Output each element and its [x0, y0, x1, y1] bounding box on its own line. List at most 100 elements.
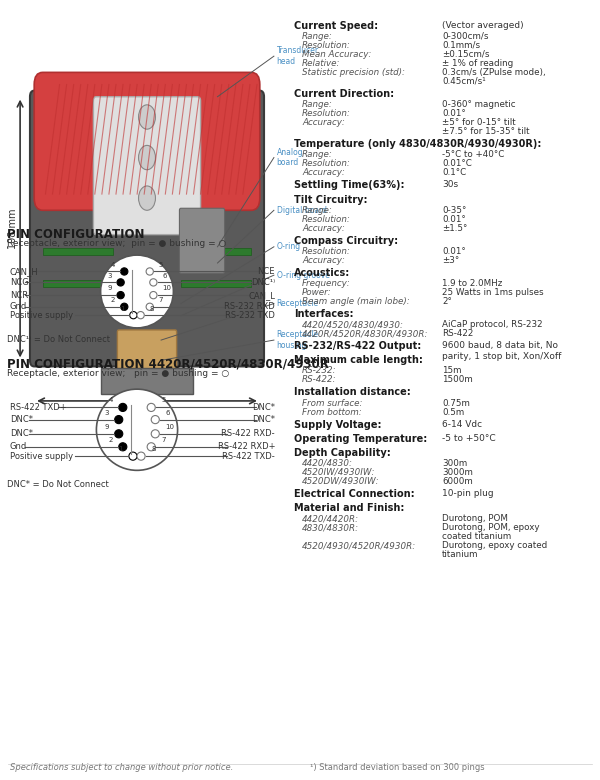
Text: RS-232 TXD: RS-232 TXD — [225, 310, 275, 320]
Text: ±5° for 0-15° tilt: ±5° for 0-15° tilt — [442, 118, 515, 127]
Text: Receptacle, exterior view;  pin = ● bushing = ○: Receptacle, exterior view; pin = ● bushi… — [7, 239, 226, 248]
Text: (Vector averaged): (Vector averaged) — [442, 20, 524, 30]
Text: Receptacle: Receptacle — [277, 299, 319, 308]
Text: ¹) Standard deviation based on 300 pings: ¹) Standard deviation based on 300 pings — [310, 763, 485, 772]
Text: NCE: NCE — [257, 267, 275, 276]
Text: Positive supply: Positive supply — [10, 452, 73, 461]
Text: 0.1mm/s: 0.1mm/s — [442, 41, 480, 50]
Text: 4: 4 — [108, 397, 113, 403]
Text: titanium: titanium — [442, 551, 479, 559]
Circle shape — [115, 430, 123, 438]
Text: From bottom:: From bottom: — [302, 408, 362, 417]
Text: PIN CONFIGURATION 4420R/4520R/4830R/4930R: PIN CONFIGURATION 4420R/4520R/4830R/4930… — [7, 358, 329, 371]
Text: 2: 2 — [108, 437, 113, 443]
Text: 8: 8 — [150, 306, 154, 311]
FancyBboxPatch shape — [94, 97, 200, 235]
Text: Durotong, POM, epoxy: Durotong, POM, epoxy — [442, 523, 539, 532]
Text: RS-422: RS-422 — [442, 329, 473, 339]
Text: 0-35°: 0-35° — [442, 206, 466, 215]
Circle shape — [121, 268, 128, 275]
Text: From surface:: From surface: — [302, 399, 362, 407]
Text: 3: 3 — [104, 410, 109, 416]
Text: RS-232:: RS-232: — [302, 367, 337, 375]
Text: ±7.5° for 15-35° tilt: ±7.5° for 15-35° tilt — [442, 127, 530, 136]
Text: 30s: 30s — [442, 180, 458, 190]
Circle shape — [119, 403, 127, 412]
Text: Temperature (only 4830/4830R/4930/4930R):: Temperature (only 4830/4830R/4930/4930R)… — [294, 139, 541, 149]
Text: 10: 10 — [166, 424, 175, 430]
Text: 5: 5 — [159, 262, 163, 268]
Text: Resolution:: Resolution: — [302, 159, 351, 168]
Text: Compass Circuitry:: Compass Circuitry: — [294, 236, 398, 246]
Text: Statistic precision (std):: Statistic precision (std): — [302, 68, 405, 77]
Text: Positive supply: Positive supply — [10, 310, 73, 320]
Text: 6: 6 — [166, 410, 170, 416]
Text: PIN CONFIGURATION: PIN CONFIGURATION — [7, 228, 145, 241]
Text: 4420/4830:: 4420/4830: — [302, 459, 353, 468]
Text: Gnd: Gnd — [10, 442, 27, 452]
Circle shape — [119, 443, 127, 451]
Text: DNC*: DNC* — [252, 415, 275, 424]
Text: Durotong, epoxy coated: Durotong, epoxy coated — [442, 541, 547, 550]
Text: 4420/4520/4830/4930:: 4420/4520/4830/4930: — [302, 320, 404, 329]
Circle shape — [151, 430, 160, 438]
FancyBboxPatch shape — [179, 208, 224, 273]
Text: Current Direction:: Current Direction: — [294, 89, 394, 99]
Text: Transducer
head: Transducer head — [277, 47, 319, 66]
Text: coated titanium: coated titanium — [442, 532, 511, 541]
Text: 3: 3 — [107, 273, 112, 278]
Text: Resolution:: Resolution: — [302, 41, 351, 50]
Text: Settling Time(63%):: Settling Time(63%): — [294, 180, 404, 190]
Text: RS-232 RXD: RS-232 RXD — [224, 303, 275, 311]
Text: -5 to +50°C: -5 to +50°C — [442, 434, 496, 443]
Text: Mean Accuracy:: Mean Accuracy: — [302, 50, 371, 58]
Text: Material and Finish:: Material and Finish: — [294, 503, 404, 513]
Bar — [181, 247, 251, 255]
Text: O-ring: O-ring — [277, 243, 301, 251]
Circle shape — [146, 303, 154, 310]
Text: 0.45cm/s¹: 0.45cm/s¹ — [442, 77, 486, 86]
Text: 10: 10 — [163, 285, 172, 292]
Text: Range:: Range: — [302, 100, 333, 109]
FancyBboxPatch shape — [118, 330, 176, 383]
Circle shape — [117, 292, 124, 299]
Text: Frequency:: Frequency: — [302, 279, 351, 288]
Text: Receptacle, exterior view;   pin = ● bushing = ○: Receptacle, exterior view; pin = ● bushi… — [7, 369, 229, 378]
Circle shape — [139, 145, 155, 170]
Text: Accuracy:: Accuracy: — [302, 256, 345, 265]
Circle shape — [139, 105, 155, 129]
Text: Resolution:: Resolution: — [302, 215, 351, 224]
Circle shape — [130, 311, 137, 319]
Text: 1: 1 — [120, 306, 124, 311]
Text: Supply Voltage:: Supply Voltage: — [294, 420, 382, 430]
Circle shape — [146, 268, 154, 275]
Text: AiCaP protocol, RS-232: AiCaP protocol, RS-232 — [442, 320, 542, 329]
Circle shape — [137, 452, 145, 460]
Text: O-ring groove: O-ring groove — [277, 271, 329, 280]
Text: 300m: 300m — [442, 459, 467, 468]
Text: 4: 4 — [111, 262, 115, 268]
Text: Specifications subject to change without prior notice.: Specifications subject to change without… — [10, 763, 233, 772]
Text: 15m: 15m — [442, 367, 461, 375]
Text: CAN_H: CAN_H — [10, 267, 38, 276]
Text: ±0.15cm/s: ±0.15cm/s — [442, 50, 490, 58]
Circle shape — [150, 278, 157, 286]
Text: 9: 9 — [107, 285, 112, 292]
Bar — [43, 280, 113, 287]
Text: 0.01°: 0.01° — [442, 109, 466, 118]
Text: 3000m: 3000m — [442, 468, 473, 477]
Text: 5: 5 — [161, 397, 166, 403]
Circle shape — [129, 452, 137, 460]
Text: ±3°: ±3° — [442, 256, 459, 265]
Circle shape — [150, 292, 157, 299]
Text: 7: 7 — [161, 437, 166, 443]
Text: RS-232/RS-422 Output:: RS-232/RS-422 Output: — [294, 342, 421, 351]
Text: 4520IW/4930IW:: 4520IW/4930IW: — [302, 468, 376, 477]
Text: 4830/4830R:: 4830/4830R: — [302, 523, 359, 532]
Text: Interfaces:: Interfaces: — [294, 309, 353, 319]
Text: Gnd: Gnd — [10, 303, 27, 311]
Circle shape — [147, 403, 155, 412]
Bar — [43, 247, 113, 255]
FancyBboxPatch shape — [30, 90, 264, 367]
Text: RS-422:: RS-422: — [302, 375, 337, 385]
